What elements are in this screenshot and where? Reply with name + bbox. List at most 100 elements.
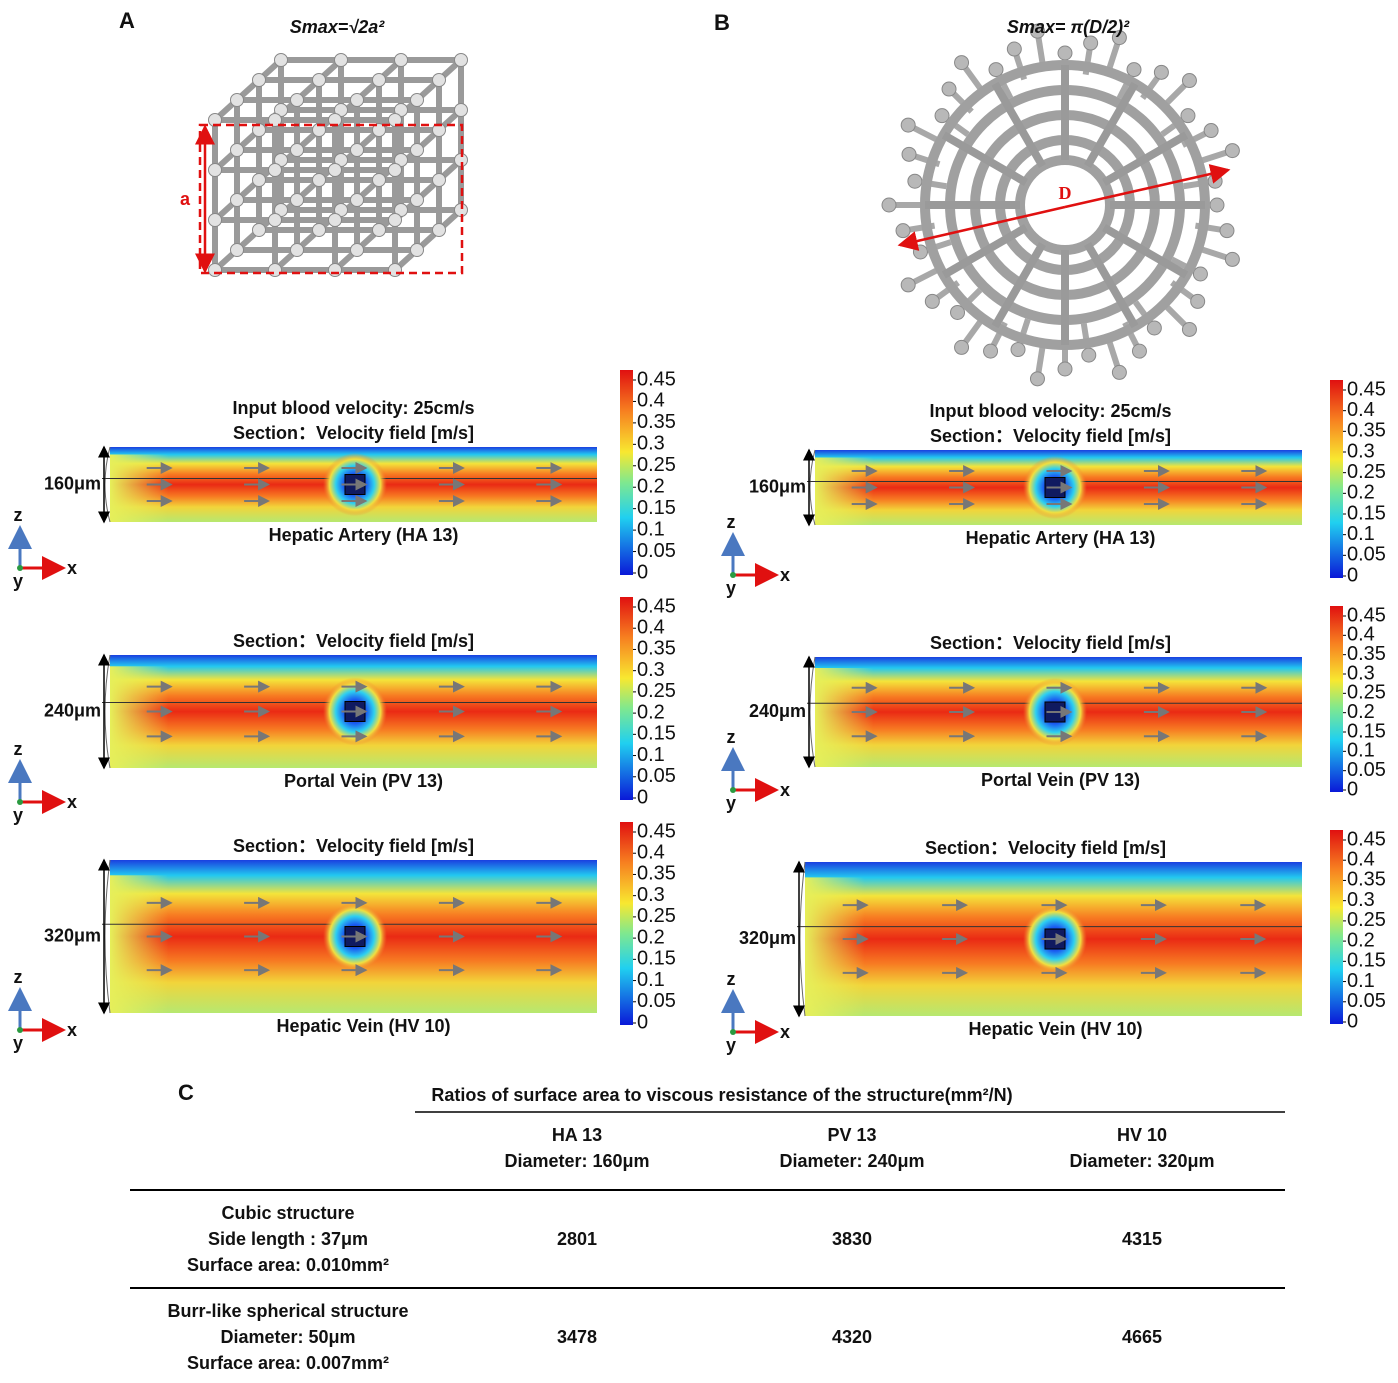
node	[269, 214, 282, 227]
node	[231, 244, 244, 257]
node	[291, 244, 304, 257]
node	[275, 54, 288, 67]
colorbar-tick-label: 0.15	[637, 497, 676, 519]
cubic-structure	[200, 54, 468, 277]
axis-label: z	[14, 739, 23, 759]
node	[433, 174, 446, 187]
vessel-name: Portal Vein (PV 13)	[981, 770, 1140, 790]
burr-tip	[1084, 36, 1098, 50]
inlet-edge	[105, 860, 110, 1013]
column-header: HV 10	[1117, 1125, 1167, 1145]
colorbar-tick-label: 0.4	[637, 842, 665, 864]
axis-label: y	[726, 1035, 736, 1055]
node	[253, 224, 266, 237]
vessel-name: Hepatic Vein (HV 10)	[968, 1019, 1142, 1039]
colorbar-tick-label: 0.2	[637, 476, 665, 498]
node	[291, 194, 304, 207]
node	[373, 174, 386, 187]
cell-value: 2801	[557, 1229, 597, 1249]
node	[395, 54, 408, 67]
node	[455, 104, 468, 117]
column-header: Diameter: 160μm	[504, 1151, 649, 1171]
colorbar-tick-label: 0.4	[637, 617, 665, 639]
colorbar-tick-label: 0.4	[637, 390, 665, 412]
row-header: Cubic structure	[221, 1203, 354, 1223]
node	[313, 74, 326, 87]
colorbar-tick-label: 0.45	[637, 820, 676, 842]
colorbar-tick-label: 0.25	[637, 454, 676, 476]
ring	[1020, 160, 1110, 250]
node	[351, 194, 364, 207]
node	[335, 54, 348, 67]
burr-tip	[955, 340, 969, 354]
node	[351, 144, 364, 157]
burr-tip	[1191, 294, 1205, 308]
colorbar-tick-label: 0.2	[637, 926, 665, 948]
node	[329, 214, 342, 227]
node	[209, 164, 222, 177]
diameter-label: 240μm	[749, 701, 806, 721]
panel-label: A	[119, 8, 135, 33]
burr-tip	[1210, 198, 1224, 212]
diameter-label: 320μm	[739, 928, 796, 948]
colorbar-tick-label: 0.3	[637, 884, 665, 906]
burr-tip	[1154, 65, 1168, 79]
axis-label: x	[67, 792, 77, 812]
axis-label: y	[13, 1033, 23, 1053]
panel-label: B	[714, 10, 730, 35]
axis-label: x	[67, 558, 77, 578]
burr-tip	[984, 344, 998, 358]
colorbar-tick-label: 0	[637, 561, 648, 583]
row-header: Side length : 37μm	[208, 1229, 368, 1249]
figure: aDASmax=√2a²BSmax= π(D/2)²Input blood ve…	[0, 0, 1398, 1383]
burr-tip	[1220, 224, 1234, 238]
colorbar-tick-label: 0	[1347, 1010, 1358, 1032]
axis-label: y	[726, 578, 736, 598]
colorbar-tick-label: 0.05	[637, 990, 676, 1012]
burr-tip	[1058, 46, 1072, 60]
colorbar	[620, 822, 633, 1025]
row-header: Surface area: 0.010mm²	[187, 1255, 389, 1275]
colorbar-tick-label: 0.15	[1347, 502, 1386, 524]
axis-label: x	[780, 565, 790, 585]
axis-label: x	[780, 1022, 790, 1042]
colorbar	[620, 597, 633, 800]
colorbar-tick-label: 0.05	[1347, 990, 1386, 1012]
colorbar-tick-label: 0.1	[637, 518, 665, 540]
burr-tip	[908, 174, 922, 188]
dimension-label: D	[1059, 183, 1072, 203]
burr-tip	[901, 278, 915, 292]
colorbar-tick-label: 0.2	[1347, 482, 1375, 504]
column-header: Diameter: 320μm	[1069, 1151, 1214, 1171]
section-title: Section：Velocity field [m/s]	[930, 426, 1171, 446]
cell-value: 3478	[557, 1327, 597, 1347]
colorbar-tick-label: 0.3	[1347, 440, 1375, 462]
colorbar-tick-label: 0.25	[637, 680, 676, 702]
node	[291, 144, 304, 157]
entry-region	[110, 875, 168, 1013]
section-title: Section：Velocity field [m/s]	[233, 836, 474, 856]
node	[253, 74, 266, 87]
node	[253, 174, 266, 187]
burr-tip	[951, 305, 965, 319]
burr-tip	[1182, 322, 1196, 336]
inlet-edge	[810, 450, 815, 525]
entry-region	[815, 458, 873, 526]
burr-tip	[1011, 343, 1025, 357]
node	[389, 214, 402, 227]
burr-tip	[1204, 124, 1218, 138]
burr-tip	[1182, 74, 1196, 88]
burr-tip	[1132, 344, 1146, 358]
burr-tip	[1058, 362, 1072, 376]
cell-value: 4665	[1122, 1327, 1162, 1347]
axis-label: y	[726, 793, 736, 813]
colorbar	[1330, 606, 1343, 792]
burr-tip	[1193, 267, 1207, 281]
colorbar-tick-label: 0.3	[637, 433, 665, 455]
colorbar-tick-label: 0.15	[637, 948, 676, 970]
node	[291, 94, 304, 107]
burr-tip	[1225, 144, 1239, 158]
inlet-edge	[810, 657, 815, 767]
burr-tip	[1208, 174, 1222, 188]
burr-tip	[901, 118, 915, 132]
